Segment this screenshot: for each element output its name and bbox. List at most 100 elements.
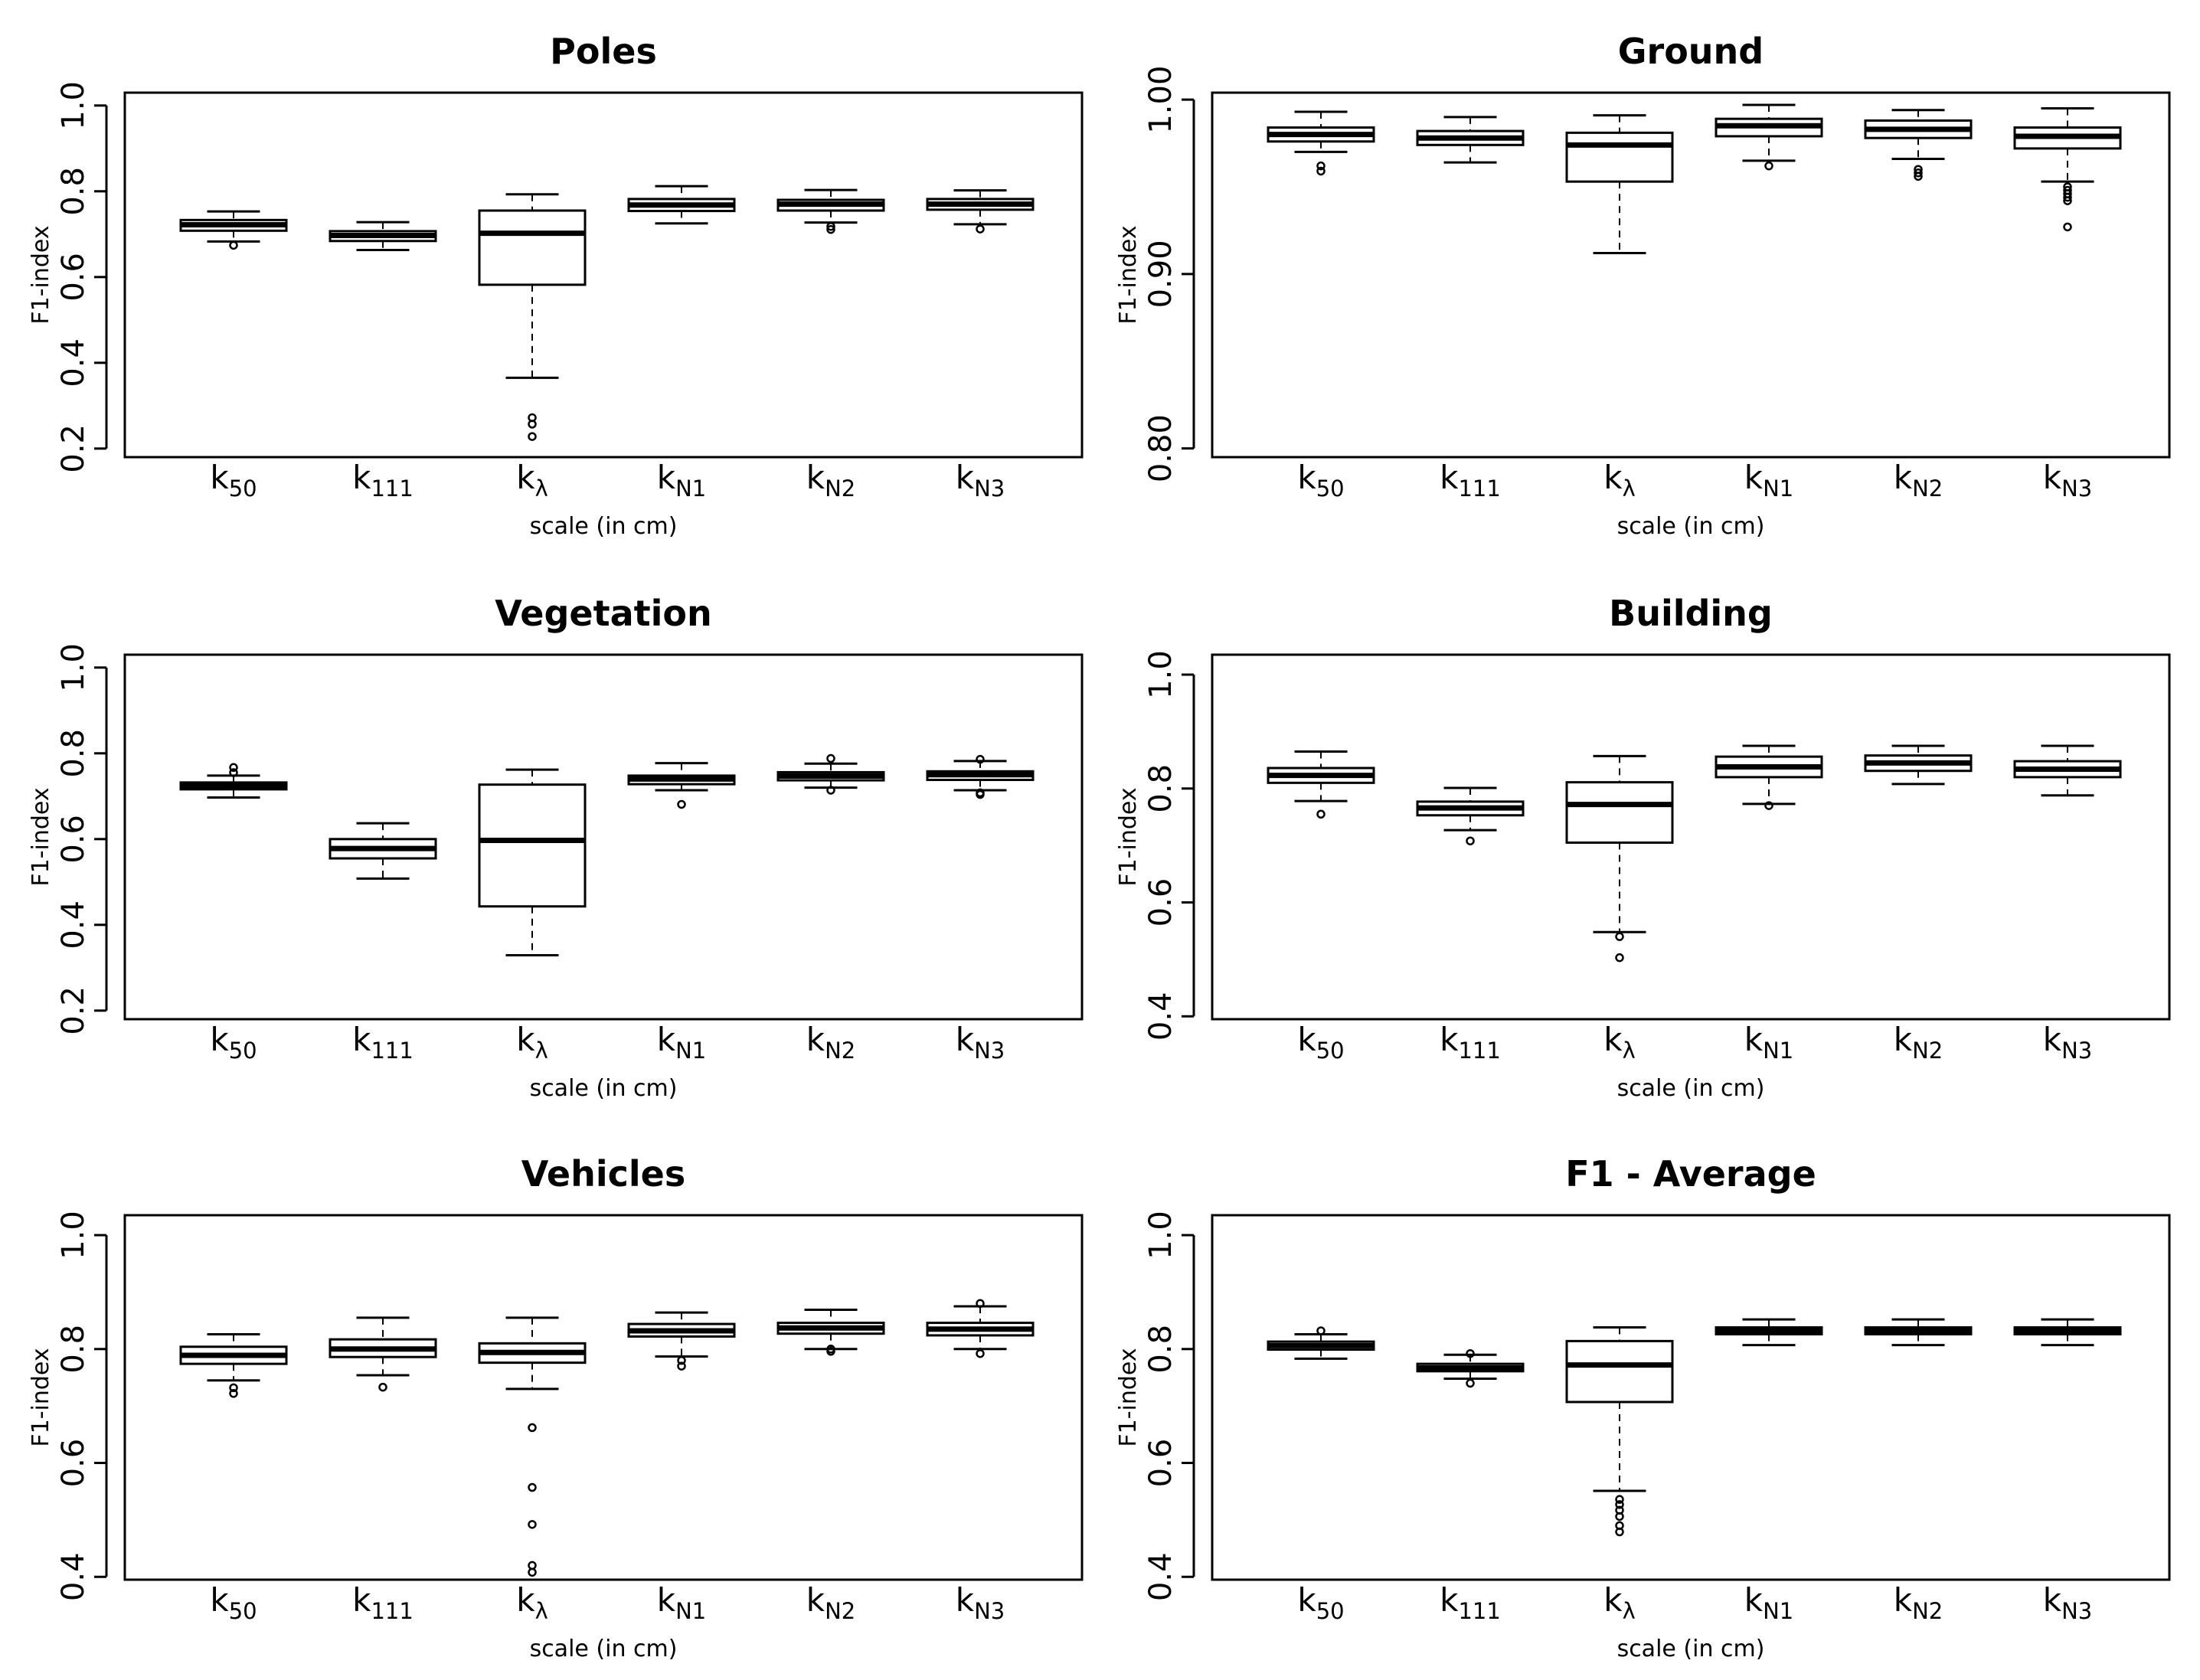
outlier-point — [1615, 953, 1624, 963]
outlier-point — [976, 1348, 985, 1358]
outlier-point — [677, 1361, 686, 1371]
x-tick-label: k50 — [1297, 1021, 1344, 1064]
x-tick-label: kN3 — [956, 1021, 1005, 1064]
y-axis-label: F1-index — [28, 1348, 54, 1446]
box-1 — [179, 210, 288, 250]
outlier-point — [826, 786, 835, 795]
y-axis-label: F1-index — [1115, 225, 1142, 324]
y-axis-label: F1-index — [1115, 787, 1142, 886]
outlier-point — [528, 1567, 537, 1577]
x-axis-label: scale (in cm) — [1617, 513, 1765, 540]
box-1 — [1267, 110, 1375, 176]
box-6 — [926, 189, 1035, 234]
box-1 — [1267, 750, 1375, 819]
x-tick-label: k111 — [1440, 1581, 1501, 1624]
y-tick-label: 0.8 — [1143, 1325, 1178, 1374]
box-5 — [1864, 109, 1973, 181]
y-tick-label: 0.4 — [1143, 1552, 1178, 1601]
y-tick-label: 0.6 — [1143, 878, 1178, 927]
x-tick-label: kN1 — [657, 1581, 706, 1624]
box-4 — [627, 762, 736, 809]
outlier-point — [677, 799, 686, 809]
box-4 — [1715, 744, 1823, 810]
outlier-point — [1466, 1378, 1475, 1388]
outlier-point — [378, 1382, 387, 1392]
panel-title: Vehicles — [521, 1153, 685, 1195]
box-3 — [478, 1316, 587, 1577]
x-tick-label: k111 — [352, 1581, 414, 1624]
y-axis-label: F1-index — [1115, 1348, 1142, 1446]
outlier-point — [2063, 222, 2072, 232]
plot-frame — [123, 1214, 1084, 1581]
boxplot-panel: Ground 0.80 0.90 1.00 F1-index scale (in cm) k… — [1115, 31, 2171, 540]
box-3 — [1565, 1326, 1674, 1537]
x-tick-label: k111 — [1440, 1021, 1501, 1064]
x-tick-label: kN2 — [1894, 1581, 1943, 1624]
y-tick-label: 0.6 — [56, 253, 91, 302]
x-axis-label: scale (in cm) — [530, 513, 678, 540]
box-5 — [776, 188, 885, 234]
y-tick-label: 0.6 — [56, 815, 91, 864]
box-3 — [1565, 754, 1674, 963]
outlier-point — [1316, 166, 1326, 176]
box-2 — [329, 1316, 437, 1392]
outlier-point — [1615, 1500, 1624, 1509]
box-1 — [1267, 1326, 1375, 1360]
x-tick-label: k50 — [210, 1021, 257, 1064]
outlier-point — [976, 754, 985, 764]
panel-title: Building — [1609, 593, 1773, 634]
plot-frame — [1211, 1214, 2171, 1581]
box-2 — [1416, 116, 1525, 164]
x-axis-label: scale (in cm) — [1617, 1636, 1765, 1662]
x-tick-label: kλ — [516, 1581, 548, 1624]
box-6 — [2013, 106, 2122, 232]
x-tick-label: k111 — [1440, 459, 1501, 502]
outlier-point — [528, 1520, 537, 1529]
outlier-point — [2063, 182, 2072, 191]
boxplot-panel: Poles 0.2 0.4 0.6 0.8 1.0 F1-index scale (in cm… — [28, 31, 1084, 540]
x-tick-label: kN2 — [806, 459, 855, 502]
panel-title: Vegetation — [495, 593, 712, 634]
box-5 — [776, 753, 885, 795]
plot-frame — [123, 91, 1084, 459]
outlier-point — [826, 221, 835, 231]
box-3 — [478, 768, 587, 957]
y-tick-label: 0.4 — [56, 1552, 91, 1601]
y-tick-label: 0.6 — [56, 1439, 91, 1488]
box-2 — [1416, 786, 1525, 845]
x-tick-label: kλ — [1603, 1021, 1636, 1064]
outlier-point — [229, 1389, 238, 1398]
outlier-point — [229, 1383, 238, 1393]
outlier-point — [1914, 168, 1923, 178]
outlier-point — [528, 413, 537, 423]
x-tick-label: k50 — [1297, 1581, 1344, 1624]
box-1 — [179, 763, 288, 799]
y-tick-label: 1.0 — [56, 81, 91, 130]
outlier-point — [826, 224, 835, 234]
y-axis-label: F1-index — [28, 787, 54, 886]
x-tick-label: kN2 — [1894, 459, 1943, 502]
box-4 — [1715, 1318, 1823, 1347]
box-5 — [1864, 744, 1973, 786]
x-tick-label: kN1 — [1744, 1021, 1793, 1064]
plot-frame — [1211, 653, 2171, 1021]
panel-title: F1 - Average — [1565, 1153, 1816, 1195]
y-tick-label: 0.80 — [1143, 414, 1178, 482]
box-6 — [926, 1299, 1035, 1358]
x-tick-label: kN1 — [657, 459, 706, 502]
y-tick-label: 0.2 — [56, 424, 91, 473]
y-tick-label: 1.0 — [1143, 650, 1178, 699]
x-tick-label: kN3 — [2043, 459, 2092, 502]
outlier-point — [229, 763, 238, 773]
outlier-point — [1316, 161, 1326, 171]
outlier-point — [1615, 1495, 1624, 1504]
outlier-point — [528, 1423, 537, 1433]
outlier-point — [1914, 165, 1923, 174]
box-2 — [329, 822, 437, 880]
y-tick-label: 0.8 — [56, 729, 91, 778]
plot-frame — [123, 653, 1084, 1021]
y-tick-label: 1.0 — [56, 643, 91, 692]
iqr-box — [478, 783, 587, 908]
outlier-point — [1466, 836, 1475, 845]
x-tick-label: k50 — [210, 1581, 257, 1624]
